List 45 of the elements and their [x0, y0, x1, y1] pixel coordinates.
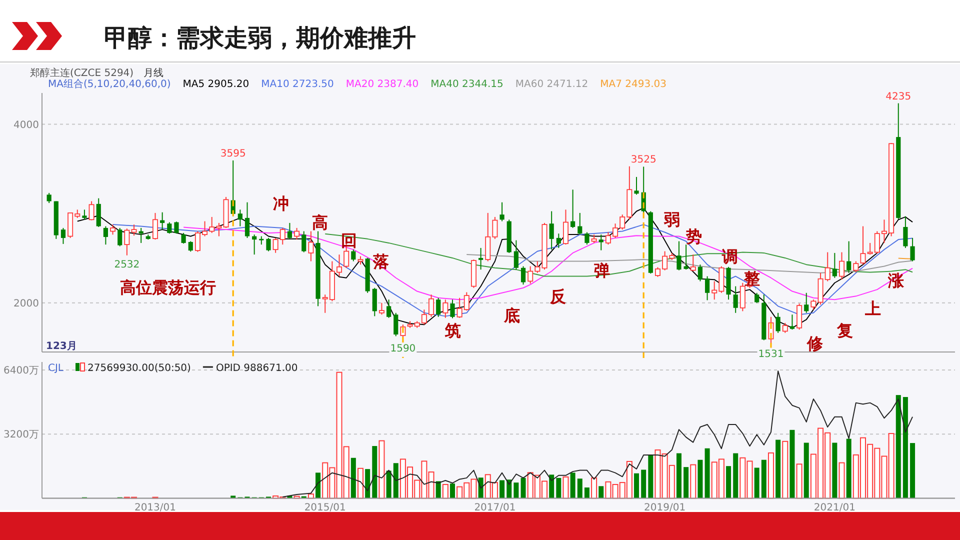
y-tick-label: 4000	[14, 120, 39, 131]
annotation: 高	[312, 213, 328, 232]
text: MA10 2723.50	[261, 79, 334, 90]
annotation: 上	[864, 299, 881, 318]
legend-label: 27569930.00(50:50)	[88, 363, 192, 374]
annotation: 底	[503, 306, 520, 325]
legend-title: MA组合(5,10,20,40,60,0)	[48, 78, 171, 90]
text: 月线	[144, 67, 164, 79]
legend-label: OPID 988671.00	[216, 363, 298, 374]
annotation: 1531	[758, 348, 784, 360]
x-tick-label: 2013/01	[134, 502, 176, 514]
annotation: 123月	[46, 341, 77, 352]
annotation: 3595	[220, 148, 246, 160]
chart-subtitle: 郑醇主连(CZCE 5294)	[30, 67, 134, 79]
annotation: 反	[549, 287, 567, 306]
annotation: 回	[341, 231, 357, 250]
text: MA60 2471.12	[515, 79, 588, 90]
x-tick-label: 2017/01	[474, 502, 516, 514]
text: MA20 2387.40	[346, 79, 419, 90]
x-tick-label: 2015/01	[304, 502, 346, 514]
annotation: 4235	[886, 91, 912, 102]
annotation: 涨	[887, 271, 905, 290]
y-tick-label: 3200万	[4, 430, 39, 441]
annotation: 势	[685, 227, 702, 246]
annotation: 弹	[594, 261, 610, 280]
chart-title: CJL	[48, 363, 64, 374]
text: MA5 2905.20	[182, 79, 250, 90]
chart-title: 甲醇：需求走弱，期价难推升	[104, 24, 416, 52]
annotation: 2532	[114, 259, 140, 270]
annotation: 弱	[663, 210, 680, 229]
annotation: 冲	[273, 194, 289, 213]
y-tick-label: 2000	[14, 298, 39, 310]
annotation: 1590	[390, 343, 416, 354]
annotation: 3525	[630, 154, 656, 166]
annotation: 修	[806, 334, 824, 353]
text: MA40 2344.15	[430, 79, 504, 90]
annotation: 筑	[444, 321, 461, 340]
annotation: 复	[836, 321, 853, 340]
annotation: 整	[743, 269, 760, 288]
annotation: 高位震荡运行	[120, 278, 216, 297]
annotation: 落	[372, 252, 389, 271]
text: MA7 2493.03	[600, 79, 666, 90]
x-tick-label: 2021/01	[814, 502, 856, 514]
x-tick-label: 2019/01	[644, 502, 686, 514]
y-tick-label: 6400万	[4, 366, 39, 377]
